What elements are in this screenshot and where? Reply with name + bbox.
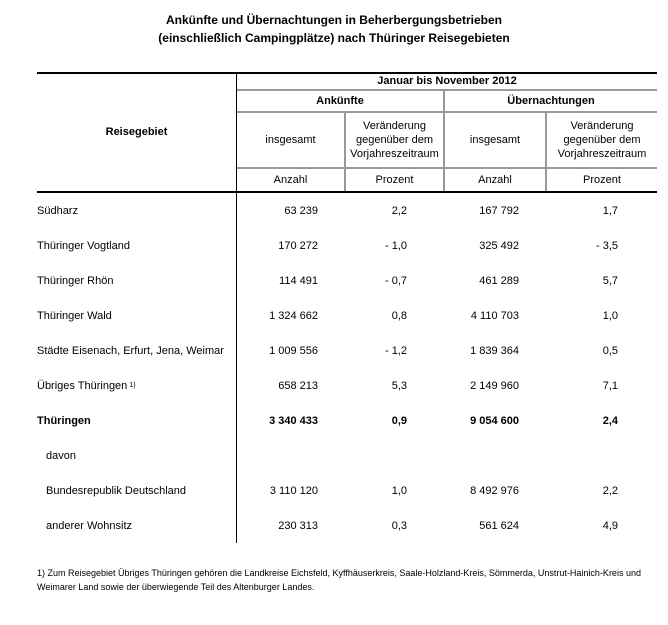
row-label: Städte Eisenach, Erfurt, Jena, Weimar	[37, 333, 237, 368]
table-row: davon	[37, 438, 657, 473]
table-row: Übriges Thüringen 1) 658 213 5,3 2 149 96…	[37, 368, 657, 403]
nights-total-cell: 8 492 976	[470, 484, 519, 497]
nights-change-cell: 5,7	[602, 274, 618, 287]
arrivals-change-cell: - 0,7	[384, 274, 407, 287]
arrivals-total-cell: 1 009 556	[269, 344, 318, 357]
arrivals-change-cell: 0,9	[391, 414, 407, 427]
row-label: Thüringer Vogtland	[37, 228, 237, 263]
nights-change-cell: 2,2	[602, 484, 618, 497]
table-row-total: Thüringen 3 340 433 0,9 9 054 600 2,4	[37, 403, 657, 438]
subheader-arrivals-total: insgesamt	[237, 113, 344, 169]
nights-total-cell: 325 492	[479, 239, 519, 252]
footnote: 1) Zum Reisegebiet Übriges Thüringen geh…	[37, 566, 652, 594]
footnote-line-2: Weimarer Land sowie der überwiegende Tei…	[37, 582, 315, 592]
nights-total-cell: 461 289	[479, 274, 519, 287]
nights-change-cell: 1,0	[602, 309, 618, 322]
table-row: Bundesrepublik Deutschland 3 110 120 1,0…	[37, 473, 657, 508]
unit-header-arrivals-count: Anzahl	[273, 173, 308, 186]
nights-total-cell: 2 149 960	[470, 379, 519, 392]
page-title: Ankünfte und Übernachtungen in Beherberg…	[0, 11, 668, 47]
arrivals-total-cell: 3 340 433	[269, 414, 318, 427]
nights-change-cell: - 3,5	[595, 239, 618, 252]
table-row: Südharz 63 239 2,2 167 792 1,7	[37, 193, 657, 228]
nights-total-cell: 9 054 600	[470, 414, 519, 427]
arrivals-total-cell: 170 272	[278, 239, 318, 252]
arrivals-change-cell: 0,8	[391, 309, 407, 322]
row-label: Bundesrepublik Deutschland	[37, 473, 237, 508]
nights-change-cell: 4,9	[602, 519, 618, 532]
row-label: Thüringen	[37, 403, 237, 438]
nights-change-cell: 1,7	[602, 204, 618, 217]
nights-change-cell: 0,5	[602, 344, 618, 357]
nights-total-cell: 1 839 364	[470, 344, 519, 357]
column-header-period: Januar bis November 2012	[237, 74, 657, 91]
nights-change-cell: 2,4	[602, 414, 618, 427]
nights-change-cell: 7,1	[602, 379, 618, 392]
footnote-line-1: 1) Zum Reisegebiet Übriges Thüringen geh…	[37, 568, 641, 578]
nights-total-cell: 4 110 703	[470, 309, 519, 322]
arrivals-change-cell: 2,2	[391, 204, 407, 217]
table-row: Thüringer Vogtland 170 272 - 1,0 325 492…	[37, 228, 657, 263]
table-row: Thüringer Wald 1 324 662 0,8 4 110 703 1…	[37, 298, 657, 333]
arrivals-change-cell: - 1,2	[384, 344, 407, 357]
row-label: anderer Wohnsitz	[37, 508, 237, 543]
row-label: Thüringer Rhön	[37, 263, 237, 298]
table-row: anderer Wohnsitz 230 313 0,3 561 624 4,9	[37, 508, 657, 543]
table-body: Südharz 63 239 2,2 167 792 1,7 Thüringer…	[37, 193, 657, 543]
arrivals-change-cell: 0,3	[391, 519, 407, 532]
statistics-table: Reisegebiet Januar bis November 2012 Ank…	[37, 72, 657, 543]
row-label: Übriges Thüringen 1)	[37, 368, 237, 403]
row-label: davon	[37, 438, 237, 473]
table-row: Thüringer Rhön 114 491 - 0,7 461 289 5,7	[37, 263, 657, 298]
unit-header-nights-count: Anzahl	[443, 169, 545, 191]
nights-total-cell: 561 624	[479, 519, 519, 532]
unit-header-nights-percent: Prozent	[545, 169, 657, 191]
arrivals-change-cell: - 1,0	[384, 239, 407, 252]
nights-total-cell: 167 792	[479, 204, 519, 217]
title-line-2: (einschließlich Campingplätze) nach Thür…	[158, 31, 510, 45]
table-header: Reisegebiet Januar bis November 2012 Ank…	[37, 72, 657, 193]
arrivals-total-cell: 63 239	[284, 204, 318, 217]
arrivals-total-cell: 3 110 120	[269, 484, 318, 497]
column-group-arrivals: Ankünfte	[237, 91, 443, 113]
table-row: Städte Eisenach, Erfurt, Jena, Weimar 1 …	[37, 333, 657, 368]
column-group-overnight-stays: Übernachtungen	[443, 91, 657, 113]
unit-header-arrivals-percent: Prozent	[344, 169, 443, 191]
arrivals-total-cell: 658 213	[278, 379, 318, 392]
subheader-arrivals-change: Veränderung gegenüber dem Vorjahreszeitr…	[344, 113, 443, 169]
column-header-reisegebiet: Reisegebiet	[37, 74, 237, 191]
arrivals-total-cell: 1 324 662	[269, 309, 318, 322]
row-label: Südharz	[37, 193, 237, 228]
arrivals-change-cell: 5,3	[391, 379, 407, 392]
subheader-nights-total: insgesamt	[443, 113, 545, 169]
arrivals-total-cell: 230 313	[278, 519, 318, 532]
subheader-nights-change: Veränderung gegenüber dem Vorjahreszeitr…	[545, 113, 657, 169]
arrivals-change-cell: 1,0	[391, 484, 407, 497]
row-label: Thüringer Wald	[37, 298, 237, 333]
arrivals-total-cell: 114 491	[279, 274, 318, 287]
title-line-1: Ankünfte und Übernachtungen in Beherberg…	[165, 13, 503, 27]
